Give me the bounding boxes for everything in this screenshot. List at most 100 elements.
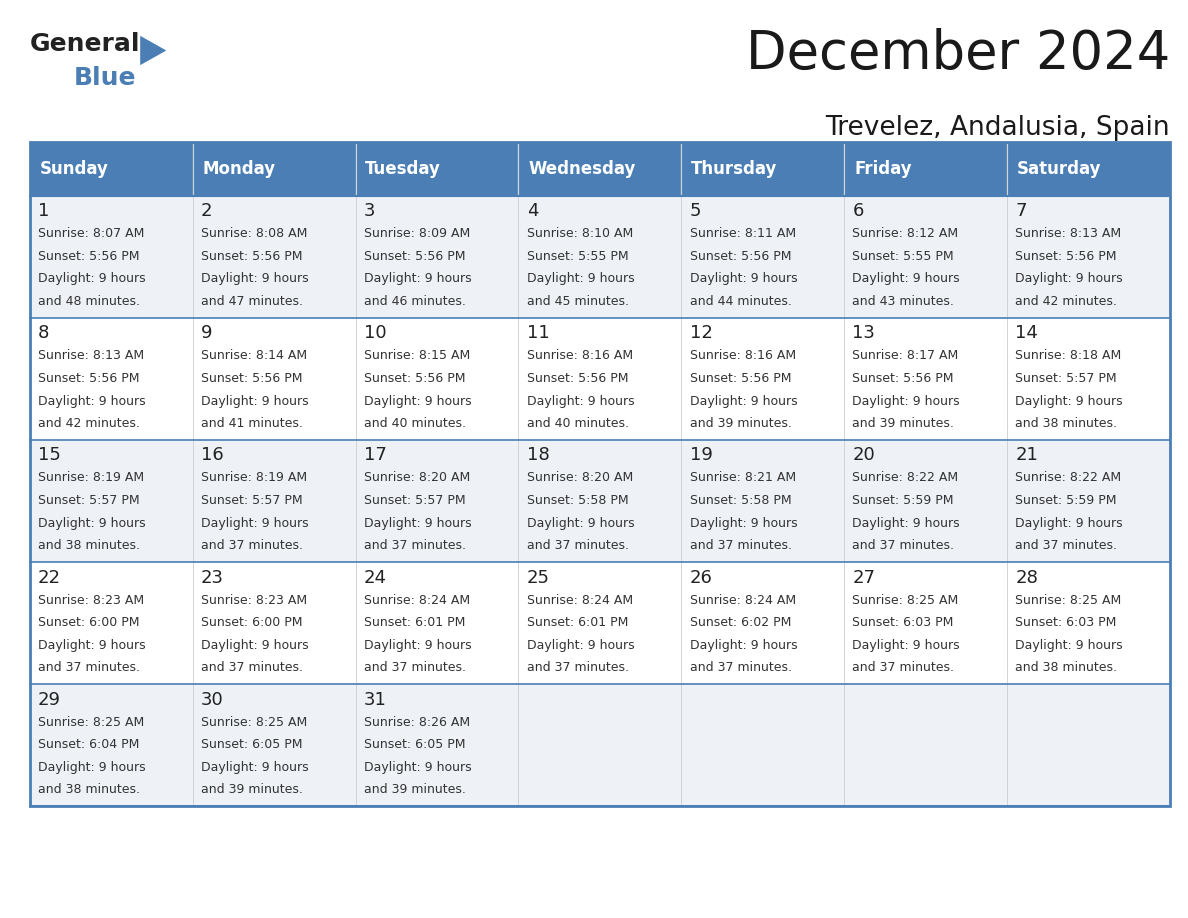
Bar — [845, 318, 1007, 440]
Text: Sunrise: 8:25 AM: Sunrise: 8:25 AM — [201, 716, 307, 729]
Bar — [518, 440, 682, 562]
Text: 10: 10 — [364, 324, 386, 342]
Text: Sunrise: 8:19 AM: Sunrise: 8:19 AM — [201, 472, 307, 485]
Text: and 40 minutes.: and 40 minutes. — [526, 417, 628, 431]
Text: 6: 6 — [853, 202, 864, 220]
Text: and 46 minutes.: and 46 minutes. — [364, 295, 466, 308]
Text: 25: 25 — [526, 568, 550, 587]
Text: and 48 minutes.: and 48 minutes. — [38, 295, 140, 308]
Text: Friday: Friday — [854, 160, 911, 178]
Text: 8: 8 — [38, 324, 49, 342]
Text: and 37 minutes.: and 37 minutes. — [364, 661, 466, 675]
Text: Daylight: 9 hours: Daylight: 9 hours — [1016, 517, 1123, 530]
Bar — [682, 318, 845, 440]
Bar — [30, 142, 192, 196]
Bar — [192, 440, 355, 562]
Text: and 41 minutes.: and 41 minutes. — [201, 417, 303, 431]
Text: 18: 18 — [526, 446, 549, 465]
Text: 27: 27 — [853, 568, 876, 587]
Bar — [30, 196, 192, 318]
Text: Sunset: 5:56 PM: Sunset: 5:56 PM — [689, 372, 791, 385]
Bar — [518, 318, 682, 440]
Bar — [192, 684, 355, 806]
Bar — [682, 684, 845, 806]
Text: Sunrise: 8:24 AM: Sunrise: 8:24 AM — [689, 594, 796, 607]
Text: Sunset: 5:56 PM: Sunset: 5:56 PM — [853, 372, 954, 385]
Text: and 37 minutes.: and 37 minutes. — [853, 539, 954, 553]
Text: Sunrise: 8:24 AM: Sunrise: 8:24 AM — [364, 594, 469, 607]
Text: Daylight: 9 hours: Daylight: 9 hours — [526, 639, 634, 652]
Bar — [30, 142, 1170, 806]
Text: Sunset: 6:01 PM: Sunset: 6:01 PM — [364, 616, 465, 629]
Text: 24: 24 — [364, 568, 387, 587]
Text: and 43 minutes.: and 43 minutes. — [853, 295, 954, 308]
Bar — [1007, 318, 1170, 440]
Bar — [1007, 440, 1170, 562]
Text: Daylight: 9 hours: Daylight: 9 hours — [1016, 273, 1123, 285]
Text: Daylight: 9 hours: Daylight: 9 hours — [689, 517, 797, 530]
Text: and 37 minutes.: and 37 minutes. — [526, 539, 628, 553]
Bar — [1007, 684, 1170, 806]
Text: 14: 14 — [1016, 324, 1038, 342]
Text: Sunset: 5:59 PM: Sunset: 5:59 PM — [853, 494, 954, 507]
Text: 1: 1 — [38, 202, 49, 220]
Text: Sunrise: 8:16 AM: Sunrise: 8:16 AM — [526, 350, 633, 363]
Text: Sunset: 5:58 PM: Sunset: 5:58 PM — [526, 494, 628, 507]
Text: and 39 minutes.: and 39 minutes. — [853, 417, 954, 431]
Text: Daylight: 9 hours: Daylight: 9 hours — [38, 395, 145, 408]
Text: Sunset: 5:59 PM: Sunset: 5:59 PM — [1016, 494, 1117, 507]
Text: and 37 minutes.: and 37 minutes. — [1016, 539, 1118, 553]
Text: Daylight: 9 hours: Daylight: 9 hours — [38, 761, 145, 774]
Bar — [845, 562, 1007, 684]
Text: Sunrise: 8:12 AM: Sunrise: 8:12 AM — [853, 228, 959, 241]
Text: and 38 minutes.: and 38 minutes. — [38, 783, 140, 797]
Text: Sunset: 5:56 PM: Sunset: 5:56 PM — [38, 372, 139, 385]
Text: Daylight: 9 hours: Daylight: 9 hours — [853, 517, 960, 530]
Text: Sunrise: 8:15 AM: Sunrise: 8:15 AM — [364, 350, 470, 363]
Text: Sunrise: 8:13 AM: Sunrise: 8:13 AM — [38, 350, 144, 363]
Text: Monday: Monday — [202, 160, 276, 178]
Bar — [355, 562, 518, 684]
Text: Sunrise: 8:20 AM: Sunrise: 8:20 AM — [364, 472, 470, 485]
Text: 19: 19 — [689, 446, 713, 465]
Text: Sunset: 5:57 PM: Sunset: 5:57 PM — [364, 494, 466, 507]
Text: Sunset: 6:00 PM: Sunset: 6:00 PM — [201, 616, 302, 629]
Text: General: General — [30, 32, 140, 56]
Text: 5: 5 — [689, 202, 701, 220]
Text: 22: 22 — [38, 568, 61, 587]
Bar — [355, 318, 518, 440]
Text: Sunrise: 8:25 AM: Sunrise: 8:25 AM — [1016, 594, 1121, 607]
Text: Daylight: 9 hours: Daylight: 9 hours — [689, 639, 797, 652]
Text: Daylight: 9 hours: Daylight: 9 hours — [364, 761, 472, 774]
Text: and 45 minutes.: and 45 minutes. — [526, 295, 628, 308]
Text: Daylight: 9 hours: Daylight: 9 hours — [526, 517, 634, 530]
Text: 13: 13 — [853, 324, 876, 342]
Bar — [30, 562, 192, 684]
Text: and 39 minutes.: and 39 minutes. — [364, 783, 466, 797]
Text: Daylight: 9 hours: Daylight: 9 hours — [364, 517, 472, 530]
Text: Sunset: 6:03 PM: Sunset: 6:03 PM — [1016, 616, 1117, 629]
Bar — [355, 196, 518, 318]
Text: Sunset: 6:04 PM: Sunset: 6:04 PM — [38, 738, 139, 751]
Text: Sunset: 5:55 PM: Sunset: 5:55 PM — [526, 250, 628, 263]
Text: 2: 2 — [201, 202, 213, 220]
Bar — [355, 440, 518, 562]
Text: Sunrise: 8:22 AM: Sunrise: 8:22 AM — [1016, 472, 1121, 485]
Bar — [845, 440, 1007, 562]
Text: Daylight: 9 hours: Daylight: 9 hours — [38, 273, 145, 285]
Text: Sunset: 5:56 PM: Sunset: 5:56 PM — [1016, 250, 1117, 263]
Bar — [192, 142, 355, 196]
Bar — [682, 142, 845, 196]
Bar — [518, 684, 682, 806]
Bar — [30, 318, 192, 440]
Text: Sunset: 5:57 PM: Sunset: 5:57 PM — [1016, 372, 1117, 385]
Text: Sunrise: 8:26 AM: Sunrise: 8:26 AM — [364, 716, 469, 729]
Text: Sunset: 5:56 PM: Sunset: 5:56 PM — [201, 372, 302, 385]
Text: and 38 minutes.: and 38 minutes. — [1016, 417, 1118, 431]
Text: Daylight: 9 hours: Daylight: 9 hours — [1016, 639, 1123, 652]
Text: and 38 minutes.: and 38 minutes. — [38, 539, 140, 553]
Text: Daylight: 9 hours: Daylight: 9 hours — [201, 273, 309, 285]
Text: 23: 23 — [201, 568, 223, 587]
Text: and 37 minutes.: and 37 minutes. — [689, 539, 791, 553]
Bar — [355, 142, 518, 196]
